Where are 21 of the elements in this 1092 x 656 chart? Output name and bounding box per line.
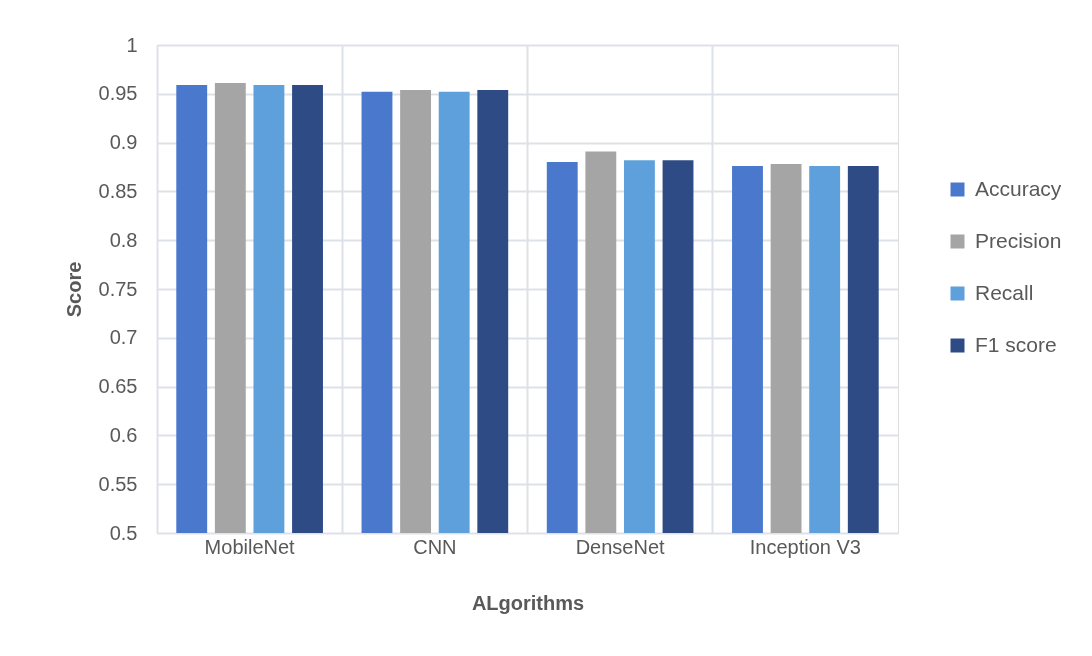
y-tick-label: 0.65 [98, 375, 138, 398]
x-tick-label: DenseNet [575, 535, 666, 558]
y-tick-label: 0.55 [98, 472, 138, 495]
x-tick-label: CNN [413, 535, 457, 558]
x-tick-label: Inception V3 [749, 535, 861, 558]
legend-label: Accuracy [975, 176, 1062, 200]
y-tick-label: 0.8 [109, 228, 138, 251]
y-tick-label: 1 [126, 33, 138, 56]
y-tick-label: 0.6 [109, 423, 138, 446]
x-axis-title: ALgorithms [471, 591, 585, 614]
legend-label: Precision [975, 228, 1062, 252]
legend-label: Recall [975, 280, 1034, 304]
legend-label: F1 score [975, 332, 1057, 356]
y-tick-label: 0.85 [98, 179, 138, 202]
x-tick-label: MobileNet [204, 535, 296, 558]
y-axis-title: Score [62, 261, 85, 318]
y-tick-label: 0.75 [98, 277, 138, 300]
y-tick-label: 0.9 [109, 131, 138, 154]
y-tick-label: 0.5 [109, 521, 138, 544]
y-tick-label: 0.95 [98, 82, 138, 105]
y-tick-label: 0.7 [109, 326, 138, 349]
